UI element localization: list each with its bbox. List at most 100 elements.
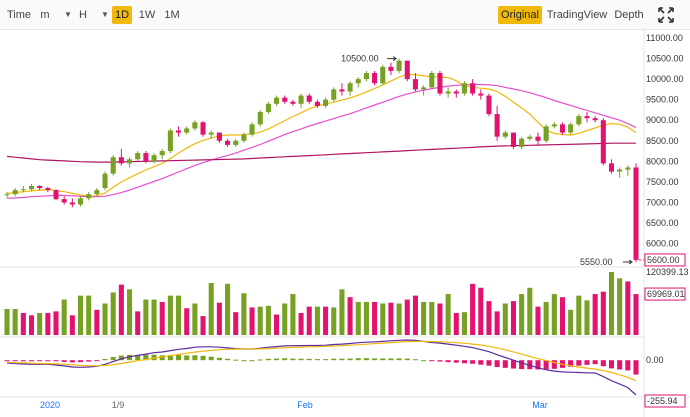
candle-body xyxy=(363,72,369,80)
macd-histogram-bar xyxy=(61,360,67,362)
view-depth-tab[interactable]: Depth xyxy=(614,9,644,21)
volume-bar xyxy=(37,312,43,335)
view-original-tab[interactable]: Original xyxy=(498,6,542,24)
candle-body xyxy=(282,97,288,102)
macd-histogram-bar xyxy=(461,360,467,364)
macd-histogram-bar xyxy=(102,358,108,361)
volume-bar xyxy=(69,315,75,335)
volume-bar xyxy=(372,301,378,335)
candle-body xyxy=(86,194,92,199)
price-tick-label: 10500.00 xyxy=(646,54,684,64)
ma-line-ma25 xyxy=(6,83,637,199)
candle-body xyxy=(45,188,51,191)
volume-bar xyxy=(233,312,239,335)
macd-histogram-bar xyxy=(159,355,165,361)
time-button[interactable]: Time xyxy=(6,9,32,21)
macd-histogram-bar xyxy=(77,360,84,363)
volume-bar xyxy=(192,303,198,335)
macd-histogram-bar xyxy=(257,359,263,361)
macd-histogram-bar xyxy=(339,358,345,361)
volume-bar xyxy=(429,301,435,335)
interval-1w-button[interactable]: 1W xyxy=(138,9,156,21)
volume-bar xyxy=(633,294,639,335)
current-volume-label: 69969.01 xyxy=(647,289,685,299)
candle-body xyxy=(519,138,525,147)
candle-body xyxy=(290,101,296,104)
price-tick-label: 11000.00 xyxy=(646,33,683,43)
current-macd-label: -255.94 xyxy=(647,396,678,406)
candle-body xyxy=(617,169,623,172)
volume-bar xyxy=(306,306,312,335)
volume-bar xyxy=(519,294,525,335)
volume-bar xyxy=(12,309,18,335)
candle-body xyxy=(510,132,516,147)
candle-body xyxy=(159,151,165,156)
volume-bar xyxy=(323,306,329,335)
macd-histogram-bar xyxy=(404,358,410,361)
volume-bar xyxy=(94,309,100,335)
candle-body xyxy=(600,120,606,164)
volume-bar xyxy=(470,283,476,335)
price-tick-label: 7000.00 xyxy=(646,197,679,207)
minute-interval-button[interactable]: m xyxy=(40,9,50,21)
macd-line-dea xyxy=(6,340,637,382)
current-volume-box xyxy=(644,287,686,301)
macd-histogram-bar xyxy=(535,360,541,370)
candle-body xyxy=(208,132,214,135)
candle-body xyxy=(339,89,345,92)
x-axis-label: 2020 xyxy=(40,400,60,410)
volume-bar xyxy=(592,294,598,335)
volume-bar xyxy=(102,303,108,335)
high-price-label: 10500.00 xyxy=(341,54,379,64)
candle-body xyxy=(167,130,173,152)
volume-bar xyxy=(216,302,222,335)
volume-tick-label: 120399.13 xyxy=(646,267,689,277)
candle-body xyxy=(323,99,329,106)
price-tick-label: 9000.00 xyxy=(646,115,679,125)
candle-body xyxy=(225,140,231,145)
volume-bar xyxy=(4,309,10,335)
price-tick-label: 9500.00 xyxy=(646,95,679,105)
ma-line-ma7 xyxy=(6,73,637,197)
volume-bar xyxy=(200,316,206,335)
interval-1d-button[interactable]: 1D xyxy=(112,6,132,24)
macd-histogram-bar xyxy=(86,360,92,362)
volume-bar xyxy=(176,295,182,335)
macd-histogram-bar xyxy=(20,360,26,362)
macd-histogram-bar xyxy=(608,360,615,369)
volume-bar xyxy=(584,300,590,335)
macd-histogram-bar xyxy=(249,360,255,362)
macd-histogram-bar xyxy=(323,359,329,361)
volume-bar xyxy=(167,295,173,335)
candle-body xyxy=(200,122,206,135)
candle-body xyxy=(453,91,459,94)
high-arrow-icon xyxy=(387,56,398,62)
price-tick-label: 8500.00 xyxy=(646,136,679,146)
volume-bar xyxy=(576,295,582,335)
candle-body xyxy=(20,189,26,191)
macd-histogram-bar xyxy=(453,360,459,363)
candle-body xyxy=(584,116,590,119)
macd-histogram-bar xyxy=(37,360,43,362)
interval-1m-button[interactable]: 1M xyxy=(164,9,180,21)
minute-caret-icon[interactable]: ▼ xyxy=(64,10,72,19)
macd-histogram-bar xyxy=(45,360,51,362)
hour-caret-icon[interactable]: ▼ xyxy=(101,10,109,19)
macd-histogram-bar xyxy=(151,354,157,361)
fullscreen-icon[interactable] xyxy=(657,6,675,24)
candle-body xyxy=(37,185,43,189)
macd-histogram-bar xyxy=(94,360,100,362)
volume-bar xyxy=(535,306,541,335)
macd-histogram-bar xyxy=(470,360,476,364)
volume-bar xyxy=(625,281,631,335)
volume-bar xyxy=(61,299,67,335)
candle-body xyxy=(412,79,418,90)
candle-body xyxy=(396,60,402,71)
macd-histogram-bar xyxy=(576,360,582,366)
hour-interval-button[interactable]: H xyxy=(79,9,87,21)
macd-histogram-bar xyxy=(167,355,173,361)
chart-area[interactable]: 11000.00 10500.00 10000.00 9500.00 9000.00 85… xyxy=(0,30,690,417)
view-tradingview-tab[interactable]: TradingView xyxy=(546,9,608,21)
volume-bar xyxy=(568,309,574,335)
kline-chart[interactable]: 11000.00 10500.00 10000.00 9500.00 9000.00 85… xyxy=(0,30,690,417)
